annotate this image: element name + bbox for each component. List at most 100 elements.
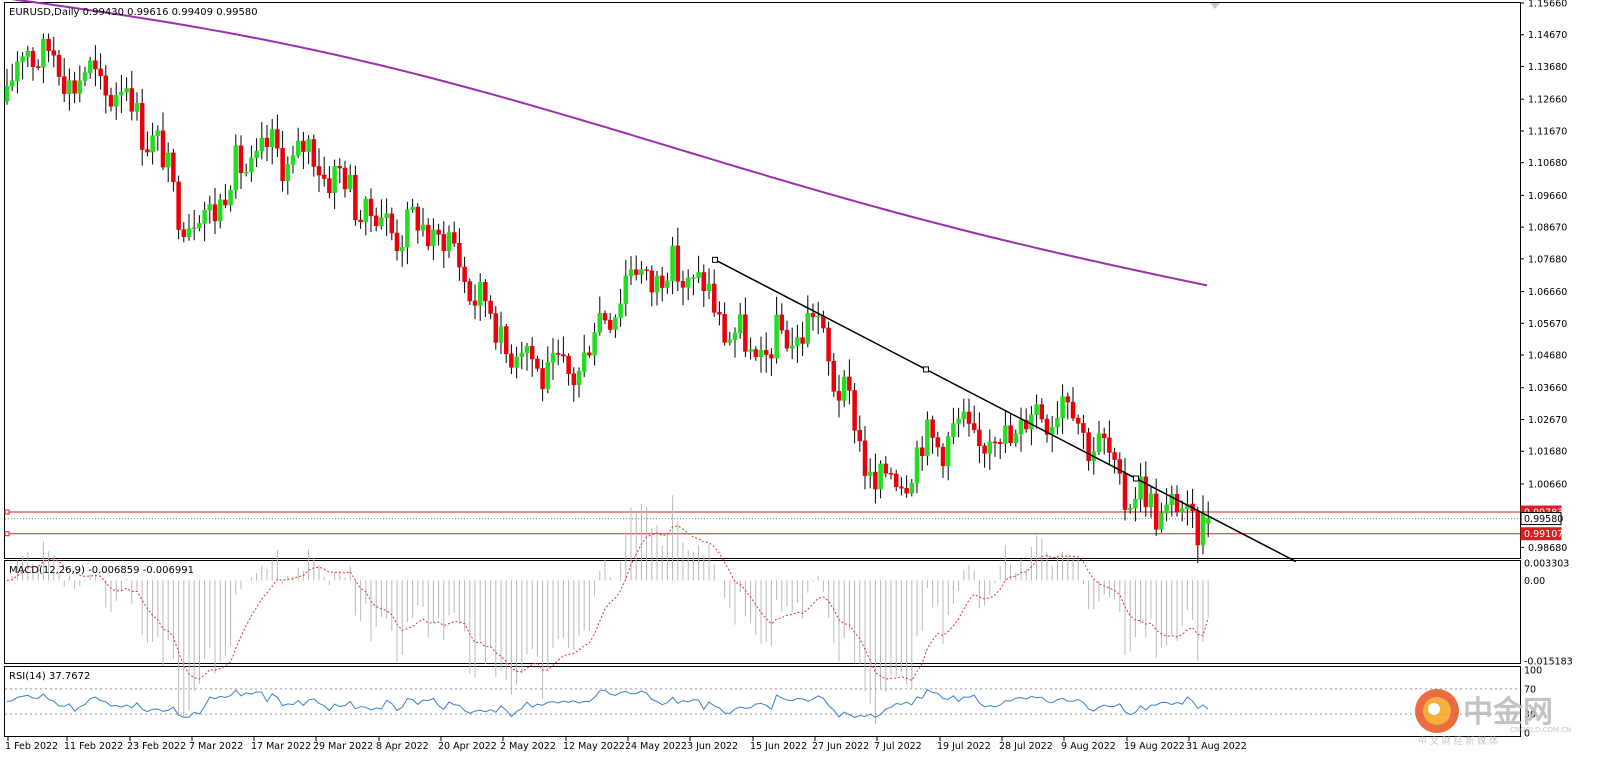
- bull-candle: [696, 272, 701, 278]
- bear-candle: [223, 199, 228, 206]
- macd-tick-label: 0.00: [1524, 576, 1545, 587]
- bear-candle: [509, 353, 514, 368]
- moving-average: [10, 0, 1208, 287]
- bear-candle: [472, 300, 478, 306]
- line-handle[interactable]: [4, 509, 10, 515]
- bull-candle: [186, 228, 192, 238]
- bull-candle: [15, 61, 20, 82]
- bear-candle: [462, 266, 467, 282]
- bull-candle: [1060, 396, 1065, 419]
- bear-candle: [1143, 476, 1149, 508]
- line-handle[interactable]: [4, 531, 10, 537]
- trendline-handle[interactable]: [923, 366, 929, 373]
- price-tick-label: 1.04680: [1528, 351, 1567, 362]
- horizontal-lines: [4, 509, 1520, 537]
- bear-candle: [529, 346, 535, 360]
- bull-candle: [1148, 493, 1154, 508]
- bull-candle: [613, 317, 618, 330]
- trendline-handle[interactable]: [712, 256, 718, 263]
- bear-candle: [701, 272, 707, 291]
- candlesticks: [4, 33, 1211, 564]
- bull-candle: [202, 209, 207, 224]
- bull-candle: [1013, 433, 1019, 443]
- bull-candle: [332, 166, 337, 194]
- bear-candle: [587, 352, 592, 356]
- price-panel[interactable]: [4, 2, 1521, 559]
- bull-candle: [737, 314, 743, 334]
- date-tick-label: 8 Apr 2022: [376, 741, 429, 752]
- bear-candle: [1023, 419, 1029, 430]
- bull-candle: [254, 150, 259, 159]
- bear-candle: [982, 445, 987, 454]
- price-tick-label: 1.14670: [1528, 30, 1567, 41]
- bear-candle: [893, 473, 899, 487]
- bull-candle: [1003, 425, 1008, 444]
- bull-candle: [41, 38, 46, 68]
- bull-candle: [477, 282, 483, 306]
- bear-candle: [904, 487, 909, 494]
- bear-candle: [46, 38, 51, 51]
- bear-candle: [1153, 493, 1159, 530]
- rsi-tick-label: 30: [1524, 710, 1536, 721]
- bull-candle: [399, 247, 405, 252]
- macd-panel[interactable]: [4, 560, 1521, 664]
- bull-candle: [9, 80, 15, 87]
- bear-candle: [394, 232, 400, 252]
- bear-candle: [171, 152, 176, 183]
- date-tick-label: 19 Aug 2022: [1124, 741, 1185, 752]
- date-tick-label: 3 Jun 2022: [687, 741, 738, 752]
- bull-candle: [295, 140, 301, 156]
- bear-candle: [873, 471, 878, 490]
- date-tick-label: 1 Feb 2022: [5, 741, 58, 752]
- bull-candle: [217, 199, 223, 222]
- date-axis: 1 Feb 2022 11 Feb 2022 23 Feb 2022 7 Mar 20…: [5, 737, 1247, 752]
- downtrend-line[interactable]: [714, 259, 1297, 563]
- bull-candle: [1034, 404, 1039, 415]
- watermark-domain: CNGOLD.COM.CN: [1510, 726, 1571, 734]
- bear-candle: [311, 139, 317, 167]
- rsi-panel[interactable]: [4, 666, 1521, 737]
- bear-candle: [1039, 404, 1045, 420]
- bear-candle: [238, 145, 244, 174]
- bear-candle: [337, 166, 343, 169]
- bear-candle: [373, 215, 379, 227]
- bull-candle: [25, 51, 31, 57]
- bear-candle: [93, 60, 98, 70]
- bear-candle: [1117, 459, 1123, 474]
- bull-candle: [155, 130, 161, 136]
- price-tick-label: 1.05670: [1528, 319, 1567, 330]
- bear-candle: [98, 68, 103, 77]
- chart-shift-marker[interactable]: [1210, 3, 1220, 9]
- bull-candle: [259, 137, 265, 152]
- price-tick-label: 1.12660: [1528, 95, 1567, 106]
- bull-candle: [290, 155, 296, 165]
- bull-candle: [758, 350, 764, 358]
- watermark: 中金网 中 文 财 经 新 媒 体 CNGOLD.COM.CN: [1415, 689, 1571, 747]
- bear-candle: [212, 204, 218, 222]
- bear-candle: [930, 419, 935, 438]
- bear-candle: [675, 245, 681, 282]
- date-tick-label: 7 Mar 2022: [189, 741, 243, 752]
- bear-candle: [800, 337, 805, 344]
- trendline[interactable]: [712, 256, 1297, 563]
- bear-candle: [145, 149, 150, 153]
- bear-candle: [301, 140, 306, 152]
- bear-candle: [1112, 452, 1117, 460]
- bull-candle: [945, 436, 951, 467]
- bull-candle: [841, 376, 847, 401]
- bear-candle: [992, 441, 998, 444]
- bull-candle: [1200, 513, 1206, 546]
- trendline-handle[interactable]: [1133, 475, 1139, 482]
- bull-candle: [1159, 512, 1164, 530]
- bear-candle: [436, 229, 441, 235]
- bear-candle: [966, 411, 972, 424]
- bull-candle: [1127, 508, 1133, 510]
- bear-candle: [763, 350, 769, 355]
- bull-candle: [347, 175, 353, 190]
- bull-candle: [285, 164, 291, 182]
- macd-label: MACD(12,26,9) -0.006859 -0.006991: [9, 565, 194, 576]
- bull-candle: [581, 352, 587, 372]
- bull-candle: [4, 85, 10, 102]
